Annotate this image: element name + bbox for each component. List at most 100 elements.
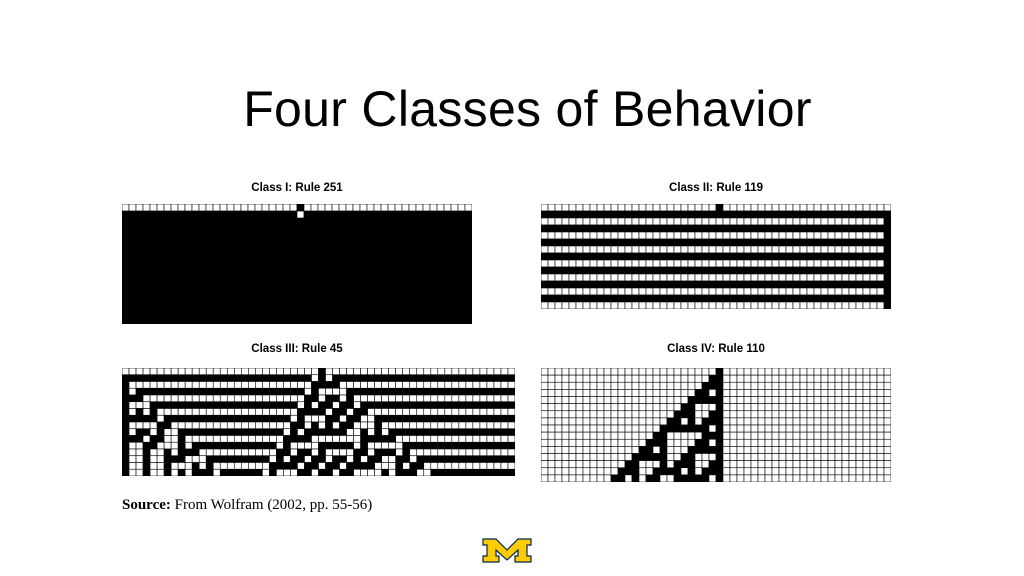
ca-cell [163, 381, 172, 389]
ca-cell [541, 224, 549, 233]
ca-cell [269, 408, 277, 416]
ca-cell [310, 316, 319, 324]
ca-cell [296, 316, 305, 324]
ca-cell [430, 408, 439, 416]
ca-cell [282, 309, 291, 318]
ca-cell [652, 204, 661, 212]
ca-cell [324, 316, 333, 324]
ca-cell [687, 238, 696, 247]
ca-cell [422, 267, 431, 275]
ca-cell [834, 424, 843, 433]
ca-cell [561, 280, 570, 289]
ca-cell [142, 260, 151, 268]
ca-cell [680, 238, 689, 247]
ca-cell [444, 394, 453, 403]
ca-cell [722, 273, 731, 282]
ca-cell [820, 273, 829, 282]
ca-cell [589, 287, 598, 296]
ca-cell [184, 274, 193, 282]
ca-cell [680, 438, 689, 447]
ca-cell [486, 455, 495, 463]
ca-cell [554, 396, 563, 404]
ca-cell [701, 381, 710, 390]
ca-cell [303, 316, 312, 324]
ca-cell [289, 204, 298, 212]
ca-cell [436, 302, 445, 311]
ca-cell [226, 217, 235, 226]
ca-cell [247, 253, 256, 261]
ca-cell [275, 224, 284, 233]
ca-cell [198, 281, 207, 290]
ca-cell [255, 428, 263, 436]
ca-cell [757, 301, 766, 309]
ca-cell [834, 368, 843, 376]
ca-cell [806, 266, 815, 275]
ca-cell [631, 396, 640, 404]
ca-cell [395, 448, 404, 457]
ca-cell [318, 462, 326, 470]
ca-cell [764, 280, 773, 289]
ca-cell [575, 474, 584, 482]
ca-cell [687, 287, 696, 296]
ca-cell [701, 403, 710, 412]
ca-cell [122, 401, 130, 409]
ca-cell [198, 408, 207, 416]
ca-cell [353, 414, 361, 423]
ca-cell [806, 301, 815, 309]
ca-cell [423, 462, 432, 470]
ca-cell [687, 474, 696, 482]
ca-cell [820, 460, 829, 469]
ca-cell [387, 288, 396, 297]
ca-cell [275, 210, 284, 219]
ca-cell [142, 448, 151, 457]
ca-cell [561, 287, 570, 296]
ca-cell [416, 368, 425, 376]
ca-cell [708, 381, 717, 390]
ca-cell [771, 368, 780, 376]
ca-cell [156, 428, 165, 436]
ca-cell [262, 381, 270, 389]
ca-cell [360, 448, 368, 457]
ca-cell [394, 224, 403, 233]
ca-cell [694, 431, 703, 440]
ca-cell [275, 302, 284, 311]
ca-cell [617, 259, 626, 268]
ca-cell [848, 259, 857, 268]
ca-cell [184, 260, 193, 268]
ca-cell [694, 389, 703, 397]
ca-cell [261, 309, 270, 318]
ca-cell [568, 273, 577, 282]
ca-cell [241, 428, 249, 436]
ca-cell [415, 224, 424, 233]
ca-cell [589, 410, 598, 419]
ca-cell [261, 224, 270, 233]
ca-cell [561, 460, 570, 469]
ca-cell [799, 446, 808, 454]
ca-cell [233, 448, 242, 457]
ca-cell [708, 474, 717, 482]
ca-cell [437, 381, 446, 389]
ca-cell [367, 381, 375, 389]
ca-cell [373, 309, 382, 318]
ca-cell [156, 448, 165, 457]
ca-cell [219, 401, 228, 409]
ca-cell [554, 280, 563, 289]
ca-cell [135, 394, 144, 403]
ca-cell [743, 474, 752, 482]
ca-cell [610, 431, 619, 440]
ca-cell [149, 421, 158, 430]
ca-cell [374, 408, 382, 416]
ca-cell [624, 424, 633, 433]
ca-cell [757, 231, 766, 240]
ca-cell [345, 246, 354, 254]
ca-cell [297, 441, 305, 450]
ca-cell [547, 389, 556, 397]
ca-cell [757, 438, 766, 447]
ca-cell [820, 453, 829, 461]
ca-cell [290, 387, 298, 396]
ca-cell [659, 460, 668, 469]
ca-cell [869, 273, 878, 282]
ca-cell [554, 410, 563, 419]
ca-cell [233, 441, 242, 450]
ca-cell [128, 217, 137, 226]
